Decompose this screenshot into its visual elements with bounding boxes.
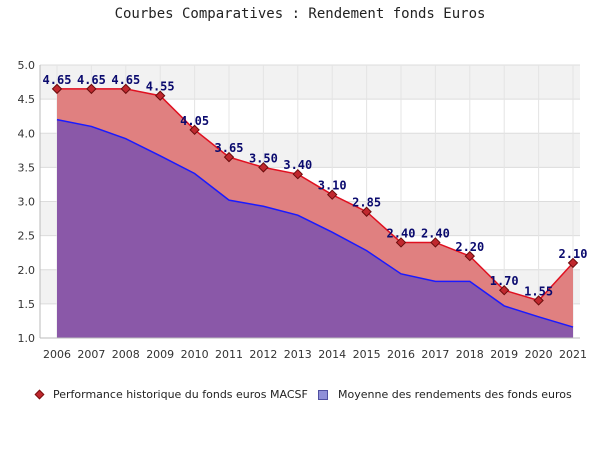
data-label: 3.10 [318, 179, 347, 193]
x-tick-label: 2017 [421, 348, 449, 361]
y-tick-label: 4.5 [18, 93, 36, 106]
x-tick-label: 2016 [387, 348, 415, 361]
data-label: 4.65 [111, 73, 140, 87]
data-label: 2.40 [387, 226, 416, 240]
marker-macsf [292, 168, 304, 180]
legend: Performance historique du fonds euros MA… [34, 388, 596, 406]
marker-macsf [395, 237, 407, 248]
x-tick-label: 2008 [112, 348, 140, 361]
legend-diamond-icon [34, 389, 45, 400]
x-tick-label: 2019 [490, 348, 518, 361]
x-tick-label: 2007 [77, 348, 105, 361]
y-tick-label: 2.0 [18, 264, 36, 277]
chart-title: Courbes Comparatives : Rendement fonds E… [114, 6, 486, 22]
x-tick-label: 2015 [353, 348, 381, 361]
marker-macsf [567, 257, 579, 269]
x-tick-label: 2014 [318, 348, 346, 361]
marker-macsf [326, 189, 338, 200]
data-label: 3.40 [283, 158, 312, 172]
data-label: 4.05 [180, 114, 209, 128]
marker-macsf [120, 83, 132, 95]
y-tick-label: 5.0 [18, 59, 36, 72]
x-tick-label: 2010 [181, 348, 209, 361]
x-tick-label: 2013 [284, 348, 312, 361]
data-label: 4.65 [77, 73, 106, 87]
line-average [56, 118, 574, 328]
data-label: 4.55 [146, 80, 175, 94]
x-tick-label: 2018 [456, 348, 484, 361]
y-tick-label: 1.5 [18, 298, 36, 311]
marker-macsf [361, 206, 372, 217]
marker-macsf [533, 295, 544, 306]
legend-label-macsf: Performance historique du fonds euros MA… [53, 388, 308, 401]
data-label: 3.50 [249, 151, 278, 165]
data-label: 2.40 [421, 226, 450, 240]
legend-item-macsf: Performance historique du fonds euros MA… [34, 388, 308, 401]
x-tick-label: 2006 [43, 348, 71, 361]
y-tick-label: 3.5 [18, 161, 36, 174]
area-average [57, 119, 573, 338]
y-tick-label: 1.0 [18, 332, 36, 345]
marker-macsf [464, 250, 476, 262]
marker-macsf [51, 83, 63, 95]
data-label: 1.70 [490, 274, 519, 288]
marker-macsf [430, 237, 441, 248]
marker-macsf [189, 124, 200, 136]
legend-label-average: Moyenne des rendements des fonds euros [338, 388, 572, 401]
y-tick-label: 3.0 [18, 196, 36, 209]
x-tick-label: 2012 [249, 348, 277, 361]
x-tick-label: 2020 [525, 348, 553, 361]
legend-item-average: Moyenne des rendements des fonds euros [318, 388, 572, 401]
marker-macsf [498, 285, 510, 296]
y-tick-label: 4.0 [18, 127, 36, 140]
data-label: 2.20 [455, 240, 484, 254]
y-tick-label: 2.5 [18, 230, 36, 243]
marker-macsf [154, 90, 166, 101]
marker-macsf [86, 83, 97, 95]
data-label: 2.85 [352, 196, 381, 210]
x-tick-label: 2011 [215, 348, 243, 361]
line-macsf [57, 88, 574, 302]
data-label: 1.55 [524, 284, 553, 298]
legend-square-icon [318, 389, 328, 400]
marker-macsf [258, 162, 269, 173]
x-tick-label: 2021 [559, 348, 587, 361]
data-label: 3.65 [215, 141, 244, 155]
data-label: 4.65 [43, 73, 72, 87]
marker-macsf [223, 151, 235, 163]
x-tick-label: 2009 [146, 348, 174, 361]
data-label: 2.10 [559, 247, 588, 261]
